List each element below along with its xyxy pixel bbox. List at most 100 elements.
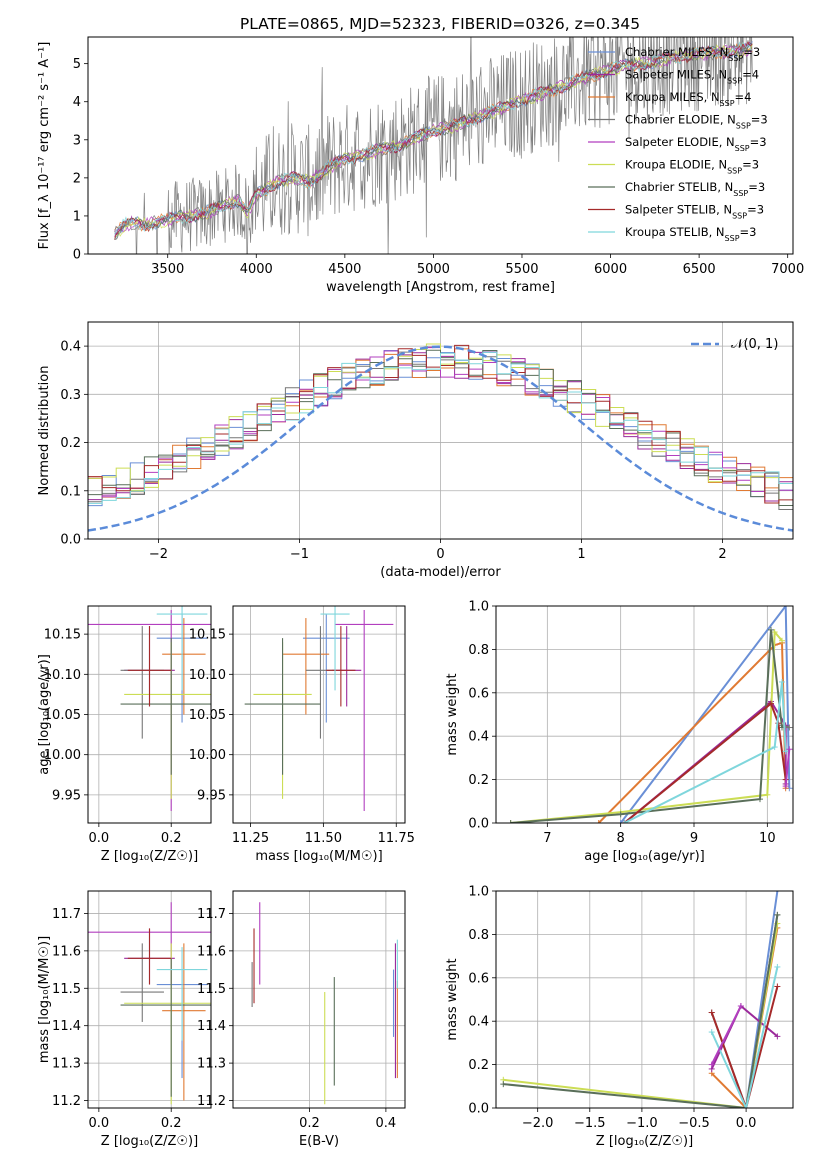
x-tick-label: −1.5 bbox=[574, 1116, 606, 1131]
x-tick-label: 8 bbox=[617, 831, 625, 846]
y-tick-label: 0.6 bbox=[468, 971, 489, 986]
y-tick-label: 0.1 bbox=[60, 484, 81, 499]
y-tick-label: 9.95 bbox=[197, 788, 226, 803]
axes-frame bbox=[232, 605, 406, 824]
y-tick-label: 10.10 bbox=[44, 668, 81, 683]
y-tick-label: 1 bbox=[73, 209, 81, 224]
x-tick-label: 0.4 bbox=[376, 1116, 397, 1131]
grid bbox=[496, 890, 793, 1109]
errorbar-point bbox=[282, 618, 330, 715]
x-tick-label: 0.2 bbox=[161, 831, 182, 846]
y-tick-label: 0.4 bbox=[60, 340, 81, 355]
errorbar-point bbox=[120, 626, 164, 739]
y-tick-label: 11.7 bbox=[52, 907, 81, 922]
weight-marker bbox=[774, 983, 781, 990]
weight-marker bbox=[764, 791, 771, 798]
weight-marker bbox=[786, 724, 793, 731]
x-tick-label: 7000 bbox=[771, 262, 804, 277]
legend-entry: Kroupa STELIB, NSSP=3 bbox=[625, 225, 756, 243]
weight-marker bbox=[782, 606, 789, 609]
x-tick-label: 11.25 bbox=[232, 831, 269, 846]
axes-frame bbox=[87, 321, 794, 540]
x-tick-label: 7 bbox=[543, 831, 551, 846]
x-tick-label: −1.0 bbox=[626, 1116, 658, 1131]
y-tick-label: 11.2 bbox=[52, 1094, 81, 1109]
errorbar-point bbox=[156, 606, 208, 691]
y-tick-label: 10.00 bbox=[44, 748, 81, 763]
weight-marker bbox=[774, 963, 781, 970]
y-tick-label: 11.6 bbox=[52, 944, 81, 959]
weight-marker bbox=[779, 637, 785, 644]
x-tick-label: −2 bbox=[149, 547, 168, 562]
weight-marker bbox=[774, 891, 781, 894]
x-tick-label: 1 bbox=[577, 547, 585, 562]
y-tick-label: 0.2 bbox=[60, 436, 81, 451]
weight-marker bbox=[507, 820, 514, 823]
model-spectrum-salpeter_elodie bbox=[114, 45, 753, 233]
y-tick-label: 0.0 bbox=[60, 533, 81, 548]
panel-age_vs_mass: 11.25 11.50 11.75 9.95 10.00 10.05 10.10 10.15 m… bbox=[189, 605, 415, 864]
x-tick-label: 0.2 bbox=[161, 1116, 182, 1131]
errorbar-point bbox=[162, 618, 206, 715]
weight-line-kroupa_stelib bbox=[710, 966, 779, 1108]
x-axis-label: Z [log₁₀(Z/Z☉)] bbox=[101, 1134, 198, 1149]
ticks: 0.0 0.2 11.2 11.3 11.4 11.5 11.6 11.7 bbox=[52, 907, 182, 1131]
weight-marker bbox=[708, 1029, 715, 1036]
legend-entry: Salpeter MILES, NSSP=4 bbox=[625, 68, 759, 86]
model-spectrum-chabrier_miles bbox=[114, 41, 753, 240]
x-tick-label: 10 bbox=[759, 831, 776, 846]
y-tick-label: 0.2 bbox=[468, 1058, 489, 1073]
x-tick-label: 3500 bbox=[151, 262, 184, 277]
model-spectrum-kroupa_stelib bbox=[114, 41, 753, 235]
legend: Chabrier MILES, NSSP=3 Salpeter MILES, NS… bbox=[588, 45, 768, 243]
errorbar-point bbox=[326, 626, 356, 707]
x-tick-label: 0.0 bbox=[89, 1116, 110, 1131]
errorbar-point bbox=[127, 626, 172, 707]
x-tick-label: 11.50 bbox=[305, 831, 342, 846]
weight-marker bbox=[779, 678, 785, 685]
y-axis-label: mass [log₁₀(M/M☉)] bbox=[37, 936, 52, 1063]
errorbar-point bbox=[320, 606, 350, 691]
weight-marker bbox=[771, 744, 778, 751]
plot-area bbox=[244, 606, 394, 811]
weight-line-kroupa_stelib bbox=[623, 681, 787, 823]
y-tick-label: 4 bbox=[73, 95, 81, 110]
y-tick-label: 0.8 bbox=[468, 928, 489, 943]
panel-weight_vs_age: 7 8 9 10 0.0 0.2 0.4 0.6 0.8 1.0 age [log₁₀(age/yr… bbox=[445, 600, 794, 864]
axes-frame bbox=[495, 605, 794, 824]
model-spectrum-kroupa_elodie bbox=[114, 44, 753, 239]
grid bbox=[88, 891, 211, 1108]
axes-frame bbox=[495, 890, 794, 1109]
weight-marker bbox=[617, 811, 624, 818]
y-tick-label: 10.15 bbox=[44, 628, 81, 643]
x-tick-label: 0.0 bbox=[89, 831, 110, 846]
x-tick-label: 5500 bbox=[505, 262, 538, 277]
ticks: 11.25 11.50 11.75 9.95 10.00 10.05 10.10 10.15 bbox=[189, 628, 415, 846]
axes-frame bbox=[87, 605, 212, 824]
x-axis-label: wavelength [Angstrom, rest frame] bbox=[326, 280, 555, 295]
ticks: −2 −1 0 1 2 0.0 0.1 0.2 0.3 0.4 bbox=[60, 340, 726, 562]
x-tick-label: 0.0 bbox=[736, 1116, 757, 1131]
y-tick-label: 11.3 bbox=[197, 1057, 226, 1072]
weight-line-chabrier_stelib bbox=[503, 914, 779, 1108]
y-tick-label: 0.2 bbox=[468, 773, 489, 788]
panel-age_vs_Z: 0.0 0.2 9.95 10.00 10.05 10.10 10.15 Z [log₁₀(Z… bbox=[37, 605, 212, 864]
weight-marker bbox=[500, 1081, 507, 1088]
y-tick-label: 5 bbox=[73, 57, 81, 72]
y-tick-label: 11.4 bbox=[52, 1019, 81, 1034]
y-tick-label: 11.5 bbox=[197, 982, 226, 997]
errorbar-point bbox=[335, 610, 394, 811]
x-axis-label: Z [log₁₀(Z/Z☉)] bbox=[101, 849, 198, 864]
weight-marker bbox=[768, 700, 774, 707]
weight-line-salpeter_stelib bbox=[710, 986, 779, 1108]
y-tick-label: 10.15 bbox=[189, 628, 226, 643]
y-tick-label: 3 bbox=[73, 133, 81, 148]
normal-curve bbox=[88, 345, 793, 532]
weight-marker bbox=[708, 1061, 715, 1068]
panel-spectrum: 3500 4000 4500 5000 5500 6000 6500 7000 0 1 2 3 4 5 wa… bbox=[37, 36, 804, 295]
y-tick-label: 11.7 bbox=[197, 907, 226, 922]
axes-frame bbox=[87, 890, 212, 1109]
axes-frame bbox=[232, 890, 406, 1109]
weight-marker bbox=[617, 820, 624, 823]
weight-marker bbox=[595, 820, 602, 823]
